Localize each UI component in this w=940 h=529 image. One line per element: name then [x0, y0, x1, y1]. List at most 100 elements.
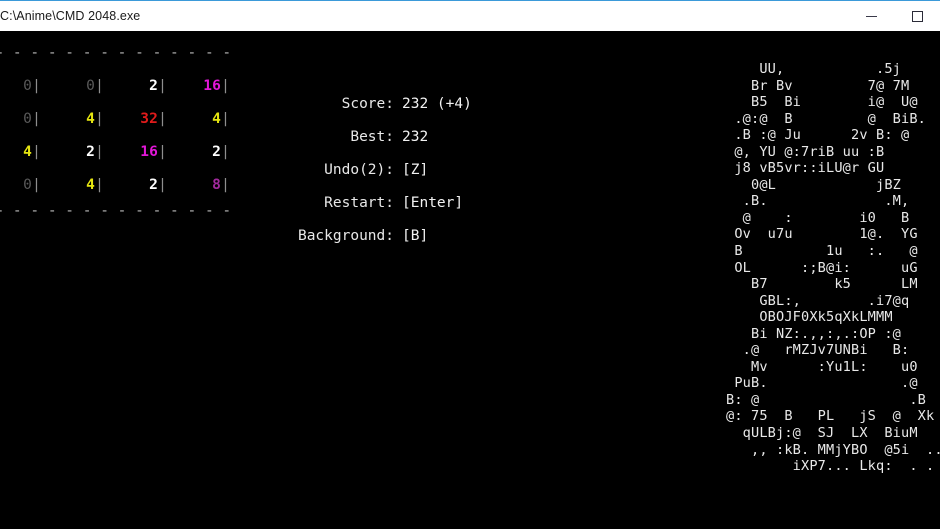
board-cell-separator: |: [221, 77, 230, 94]
best-value: 232: [402, 129, 429, 145]
board-cell-separator: |: [158, 143, 167, 160]
board-cell: 4|: [41, 177, 104, 193]
board-cell-value: 2: [149, 176, 159, 193]
board-cell: 2|: [167, 144, 230, 160]
console-client-area[interactable]: - - - - - - - - - - - - - - - - - - - - …: [0, 31, 940, 529]
ascii-art-line: @: 75 B PL jS @ Xk: [726, 408, 935, 425]
ascii-art-line: Br Bv 7@ 7M: [726, 77, 910, 94]
board-cell: 32|: [104, 111, 167, 127]
board-cell-separator: |: [95, 110, 104, 127]
undo-key[interactable]: [Z]: [402, 162, 429, 178]
board-cell-value: 4: [86, 110, 96, 127]
board-cell: 8|: [167, 177, 230, 193]
board-cell-separator: |: [32, 143, 41, 160]
board-cell-value: 0: [23, 110, 33, 127]
board-cell-value: 2: [212, 143, 222, 160]
background-key[interactable]: [B]: [402, 228, 429, 244]
restart-label: Restart:: [324, 195, 394, 211]
board-cell-value: 4: [23, 143, 33, 160]
board-cell-value: 32: [140, 110, 159, 127]
ascii-art-line: B7 k5 LM: [726, 276, 918, 293]
board-top-border: - - - - - - - - - - - - - - - - - - - - …: [0, 47, 230, 60]
score-row: Score: 232 (+4): [268, 88, 472, 121]
best-label: Best:: [350, 129, 394, 145]
window-title: C:\Anime\CMD 2048.exe: [0, 9, 141, 23]
score-panel: Score: 232 (+4) Best: 232 Undo(2): [Z] R…: [268, 88, 472, 253]
board-cell: 0|: [41, 78, 104, 94]
board-cell-value: 0: [86, 77, 96, 94]
ascii-art-line: 0@L jBZ: [726, 176, 902, 193]
board-cell-separator: |: [221, 176, 230, 193]
undo-label: Undo(2):: [324, 162, 394, 178]
game-board: - - - - - - - - - - - - - - - - - - - - …: [0, 47, 230, 218]
board-cell-separator: |: [158, 176, 167, 193]
maximize-button[interactable]: [894, 1, 940, 31]
board-cell: 4|: [41, 111, 104, 127]
board-cell: 0|: [0, 177, 41, 193]
board-cell-separator: |: [158, 110, 167, 127]
board-cell-separator: |: [95, 77, 104, 94]
board-cell: 16|: [167, 78, 230, 94]
ascii-art-line: j8 vB5vr::iLU@r GU: [726, 160, 885, 177]
table-row: 4| 2| 16| 2|: [0, 135, 230, 168]
minimize-icon: [865, 15, 877, 17]
board-cell: 0|: [0, 111, 41, 127]
board-bottom-border: - - - - - - - - - - - - - - - - - - - - …: [0, 205, 230, 218]
board-cell-value: 8: [212, 176, 222, 193]
board-cell-separator: |: [32, 176, 41, 193]
board-cell-value: 2: [86, 143, 96, 160]
ascii-art-line: B5 Bi i@ U@: [726, 94, 918, 111]
board-cell-separator: |: [221, 110, 230, 127]
table-row: 0| 4| 32| 4|: [0, 102, 230, 135]
ascii-art-line: @ : i0 B: [726, 209, 910, 226]
ascii-art-line: .@:@ B @ BiB.: [726, 110, 927, 127]
ascii-art-line: UU, .5j: [726, 61, 902, 77]
window-titlebar[interactable]: C:\Anime\CMD 2048.exe: [0, 0, 940, 31]
background-row[interactable]: Background: [B]: [268, 220, 468, 253]
ascii-art-line: B 1u :. @: [726, 243, 918, 260]
ascii-art-line: iXP7... Lkq: . .: [726, 458, 935, 475]
ascii-art-line: B: @ .B: [726, 391, 927, 408]
board-cell-value: 4: [212, 110, 222, 127]
minimize-button[interactable]: [848, 1, 894, 31]
board-cell-separator: |: [158, 77, 167, 94]
board-cell: 4|: [167, 111, 230, 127]
board-cell: 2|: [41, 144, 104, 160]
background-label: Background:: [297, 228, 394, 244]
board-cell: 16|: [104, 144, 167, 160]
board-cell: 4|: [0, 144, 41, 160]
board-cell-separator: |: [221, 143, 230, 160]
board-cell-value: 0: [23, 77, 33, 94]
ascii-art-line: OL :;B@i: uG: [726, 259, 918, 276]
board-cell-value: 0: [23, 176, 33, 193]
board-cell: 2|: [104, 78, 167, 94]
ascii-art-line: qULBj:@ SJ LX BiuM: [726, 425, 918, 442]
best-row: Best: 232: [268, 121, 468, 154]
ascii-art-line: .B. .M,: [726, 193, 910, 210]
ascii-art-line: OBOJF0Xk5qXkLMMM: [726, 309, 893, 326]
board-cell-separator: |: [32, 77, 41, 94]
ascii-art-line: Ov u7u 1@. YG: [726, 226, 918, 243]
ascii-art-line: ,, :kB. MMjYBO @5i ..: [726, 441, 940, 458]
table-row: 0| 4| 2| 8|: [0, 168, 230, 201]
ascii-art-panel: UU, .5j Br Bv 7@ 7M B5 Bi i@ U@ .@:@ B @…: [726, 61, 940, 475]
ascii-art-line: .@ rMZJv7UNBi B:: [726, 342, 910, 359]
table-row: 0| 0| 2| 16|: [0, 69, 230, 102]
board-cell-value: 16: [203, 77, 222, 94]
board-cell-separator: |: [95, 176, 104, 193]
restart-key[interactable]: [Enter]: [402, 195, 464, 211]
undo-row[interactable]: Undo(2): [Z]: [268, 154, 468, 187]
score-label: Score:: [341, 96, 394, 112]
ascii-art-line: Bi NZ:.,,:,.:OP :@: [726, 325, 902, 342]
board-cell-value: 2: [149, 77, 159, 94]
board-cell-value: 4: [86, 176, 96, 193]
score-value: 232 (+4): [402, 96, 472, 112]
board-cell-separator: |: [95, 143, 104, 160]
board-cell: 2|: [104, 177, 167, 193]
board-cell: 0|: [0, 78, 41, 94]
ascii-art-line: .B :@ Ju 2v B: @: [726, 127, 910, 144]
maximize-icon: [911, 10, 923, 22]
ascii-art-line: GBL:, .i7@q: [726, 292, 910, 309]
board-cell-separator: |: [32, 110, 41, 127]
restart-row[interactable]: Restart: [Enter]: [268, 187, 468, 220]
